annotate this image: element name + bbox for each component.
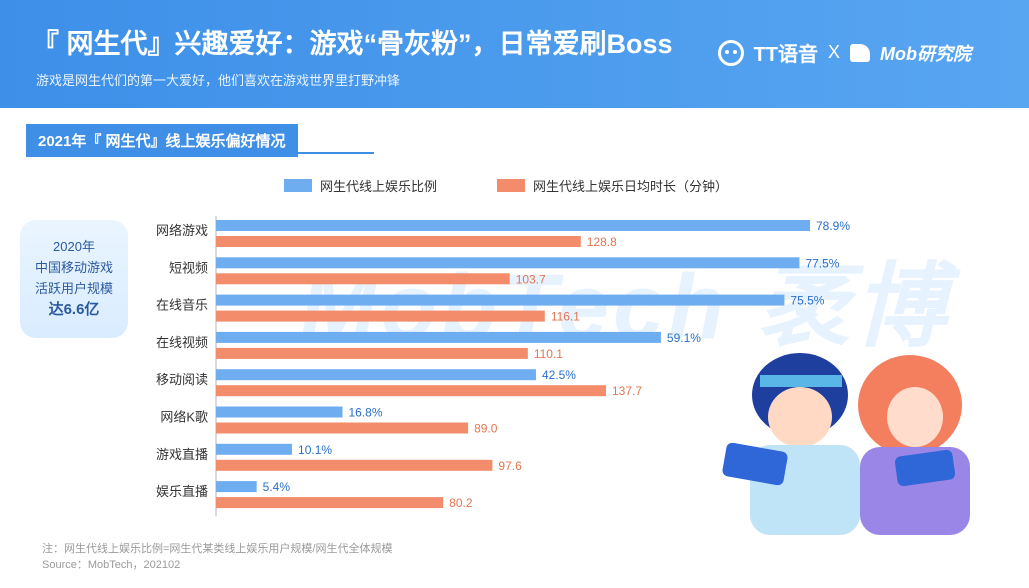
- gamer-illustration: [722, 353, 970, 535]
- data-label-ratio: 5.4%: [263, 480, 291, 494]
- data-label-ratio: 42.5%: [542, 368, 576, 382]
- callout-line4: 达6.6亿: [20, 299, 128, 320]
- category-label: 娱乐直播: [156, 484, 208, 499]
- data-label-duration: 128.8: [587, 235, 617, 249]
- category-label: 网络游戏: [156, 223, 208, 238]
- category-label: 在线音乐: [156, 298, 208, 313]
- data-label-duration: 89.0: [474, 422, 498, 436]
- callout-prefix: 达: [48, 301, 64, 318]
- legend-label-ratio: 网生代线上娱乐比例: [320, 179, 438, 194]
- bar-ratio: [216, 220, 810, 231]
- legend-item-duration: 网生代线上娱乐日均时长（分钟）: [497, 176, 728, 195]
- bar-duration: [216, 273, 510, 285]
- bar-ratio: [216, 331, 661, 343]
- category-label: 短视频: [169, 260, 208, 275]
- brand-mob: Mob研究院: [880, 43, 971, 64]
- data-label-duration: 80.2: [449, 496, 473, 510]
- brand-tt: TT语音: [753, 44, 818, 66]
- category-label: 移动阅读: [156, 372, 208, 387]
- data-label-duration: 103.7: [516, 272, 546, 286]
- boy-game-controller: [722, 442, 788, 486]
- legend-label-duration: 网生代线上娱乐日均时长（分钟）: [533, 179, 729, 194]
- bar-duration: [216, 236, 581, 247]
- callout-line3: 活跃用户规模: [34, 281, 113, 296]
- bar-duration: [216, 385, 606, 397]
- category-label: 游戏直播: [156, 447, 208, 462]
- boy-headband: [760, 375, 842, 387]
- callout-value: 6.6亿: [63, 301, 100, 318]
- mob-logo-icon: [850, 43, 871, 62]
- data-label-ratio: 77.5%: [805, 256, 839, 270]
- legend-swatch-ratio: [284, 179, 312, 192]
- bar-ratio: [216, 294, 785, 306]
- bar-ratio: [216, 481, 257, 493]
- girl-face: [887, 387, 943, 447]
- category-label: 在线视频: [156, 335, 208, 350]
- header-banner: 『 网生代』兴趣爱好：游戏“骨灰粉”，日常爱刷Boss 游戏是网生代们的第一大爱…: [0, 0, 1029, 108]
- data-label-duration: 110.1: [534, 347, 563, 361]
- data-label-duration: 116.1: [551, 310, 580, 324]
- data-label-ratio: 78.9%: [816, 219, 850, 233]
- data-label-duration: 97.6: [498, 459, 522, 473]
- brand-separator: X: [828, 42, 841, 62]
- bar-duration: [216, 422, 469, 434]
- active-users-callout: 2020年 中国移动游戏 活跃用户规模 达6.6亿: [20, 220, 128, 338]
- callout-year: 2020年: [53, 239, 95, 254]
- footnote-note: 注：网生代线上娱乐比例=网生代某类线上娱乐用户规模/网生代全体规模: [42, 543, 393, 555]
- bar-ratio: [216, 257, 800, 269]
- legend-swatch-duration: [497, 179, 526, 192]
- data-label-ratio: 59.1%: [667, 331, 701, 345]
- page-title: 『 网生代』兴趣爱好：游戏“骨灰粉”，日常爱刷Boss: [32, 29, 673, 59]
- bar-duration: [216, 347, 528, 359]
- bar-duration: [216, 459, 493, 471]
- tt-face-icon: [717, 39, 744, 66]
- bar-ratio: [216, 406, 343, 418]
- chart-legend: 网生代线上娱乐比例 网生代线上娱乐日均时长（分钟）: [284, 176, 728, 195]
- bar-duration: [216, 310, 545, 322]
- data-label-ratio: 75.5%: [790, 294, 824, 308]
- category-label: 网络K歌: [160, 410, 208, 425]
- data-label-ratio: 10.1%: [298, 443, 332, 457]
- data-label-duration: 137.7: [612, 384, 642, 398]
- brand-logos: TT语音 X Mob研究院: [717, 38, 971, 67]
- data-label-ratio: 16.8%: [348, 406, 382, 420]
- girl-game-controller: [894, 449, 956, 487]
- boy-face: [768, 387, 832, 447]
- bar-ratio: [216, 443, 293, 455]
- section-divider: [26, 152, 374, 154]
- bar-ratio: [216, 369, 536, 381]
- page-subtitle: 游戏是网生代们的第一大爱好，他们喜欢在游戏世界里打野冲锋: [36, 73, 401, 88]
- bar-duration: [216, 497, 444, 509]
- footnote-source: Source：MobTech，202102: [42, 559, 181, 571]
- callout-line2: 中国移动游戏: [34, 260, 113, 275]
- section-title: 2021年『 网生代』线上娱乐偏好情况: [26, 124, 298, 157]
- footnote: 注：网生代线上娱乐比例=网生代某类线上娱乐用户规模/网生代全体规模 Source…: [42, 541, 392, 573]
- legend-item-ratio: 网生代线上娱乐比例: [284, 176, 437, 195]
